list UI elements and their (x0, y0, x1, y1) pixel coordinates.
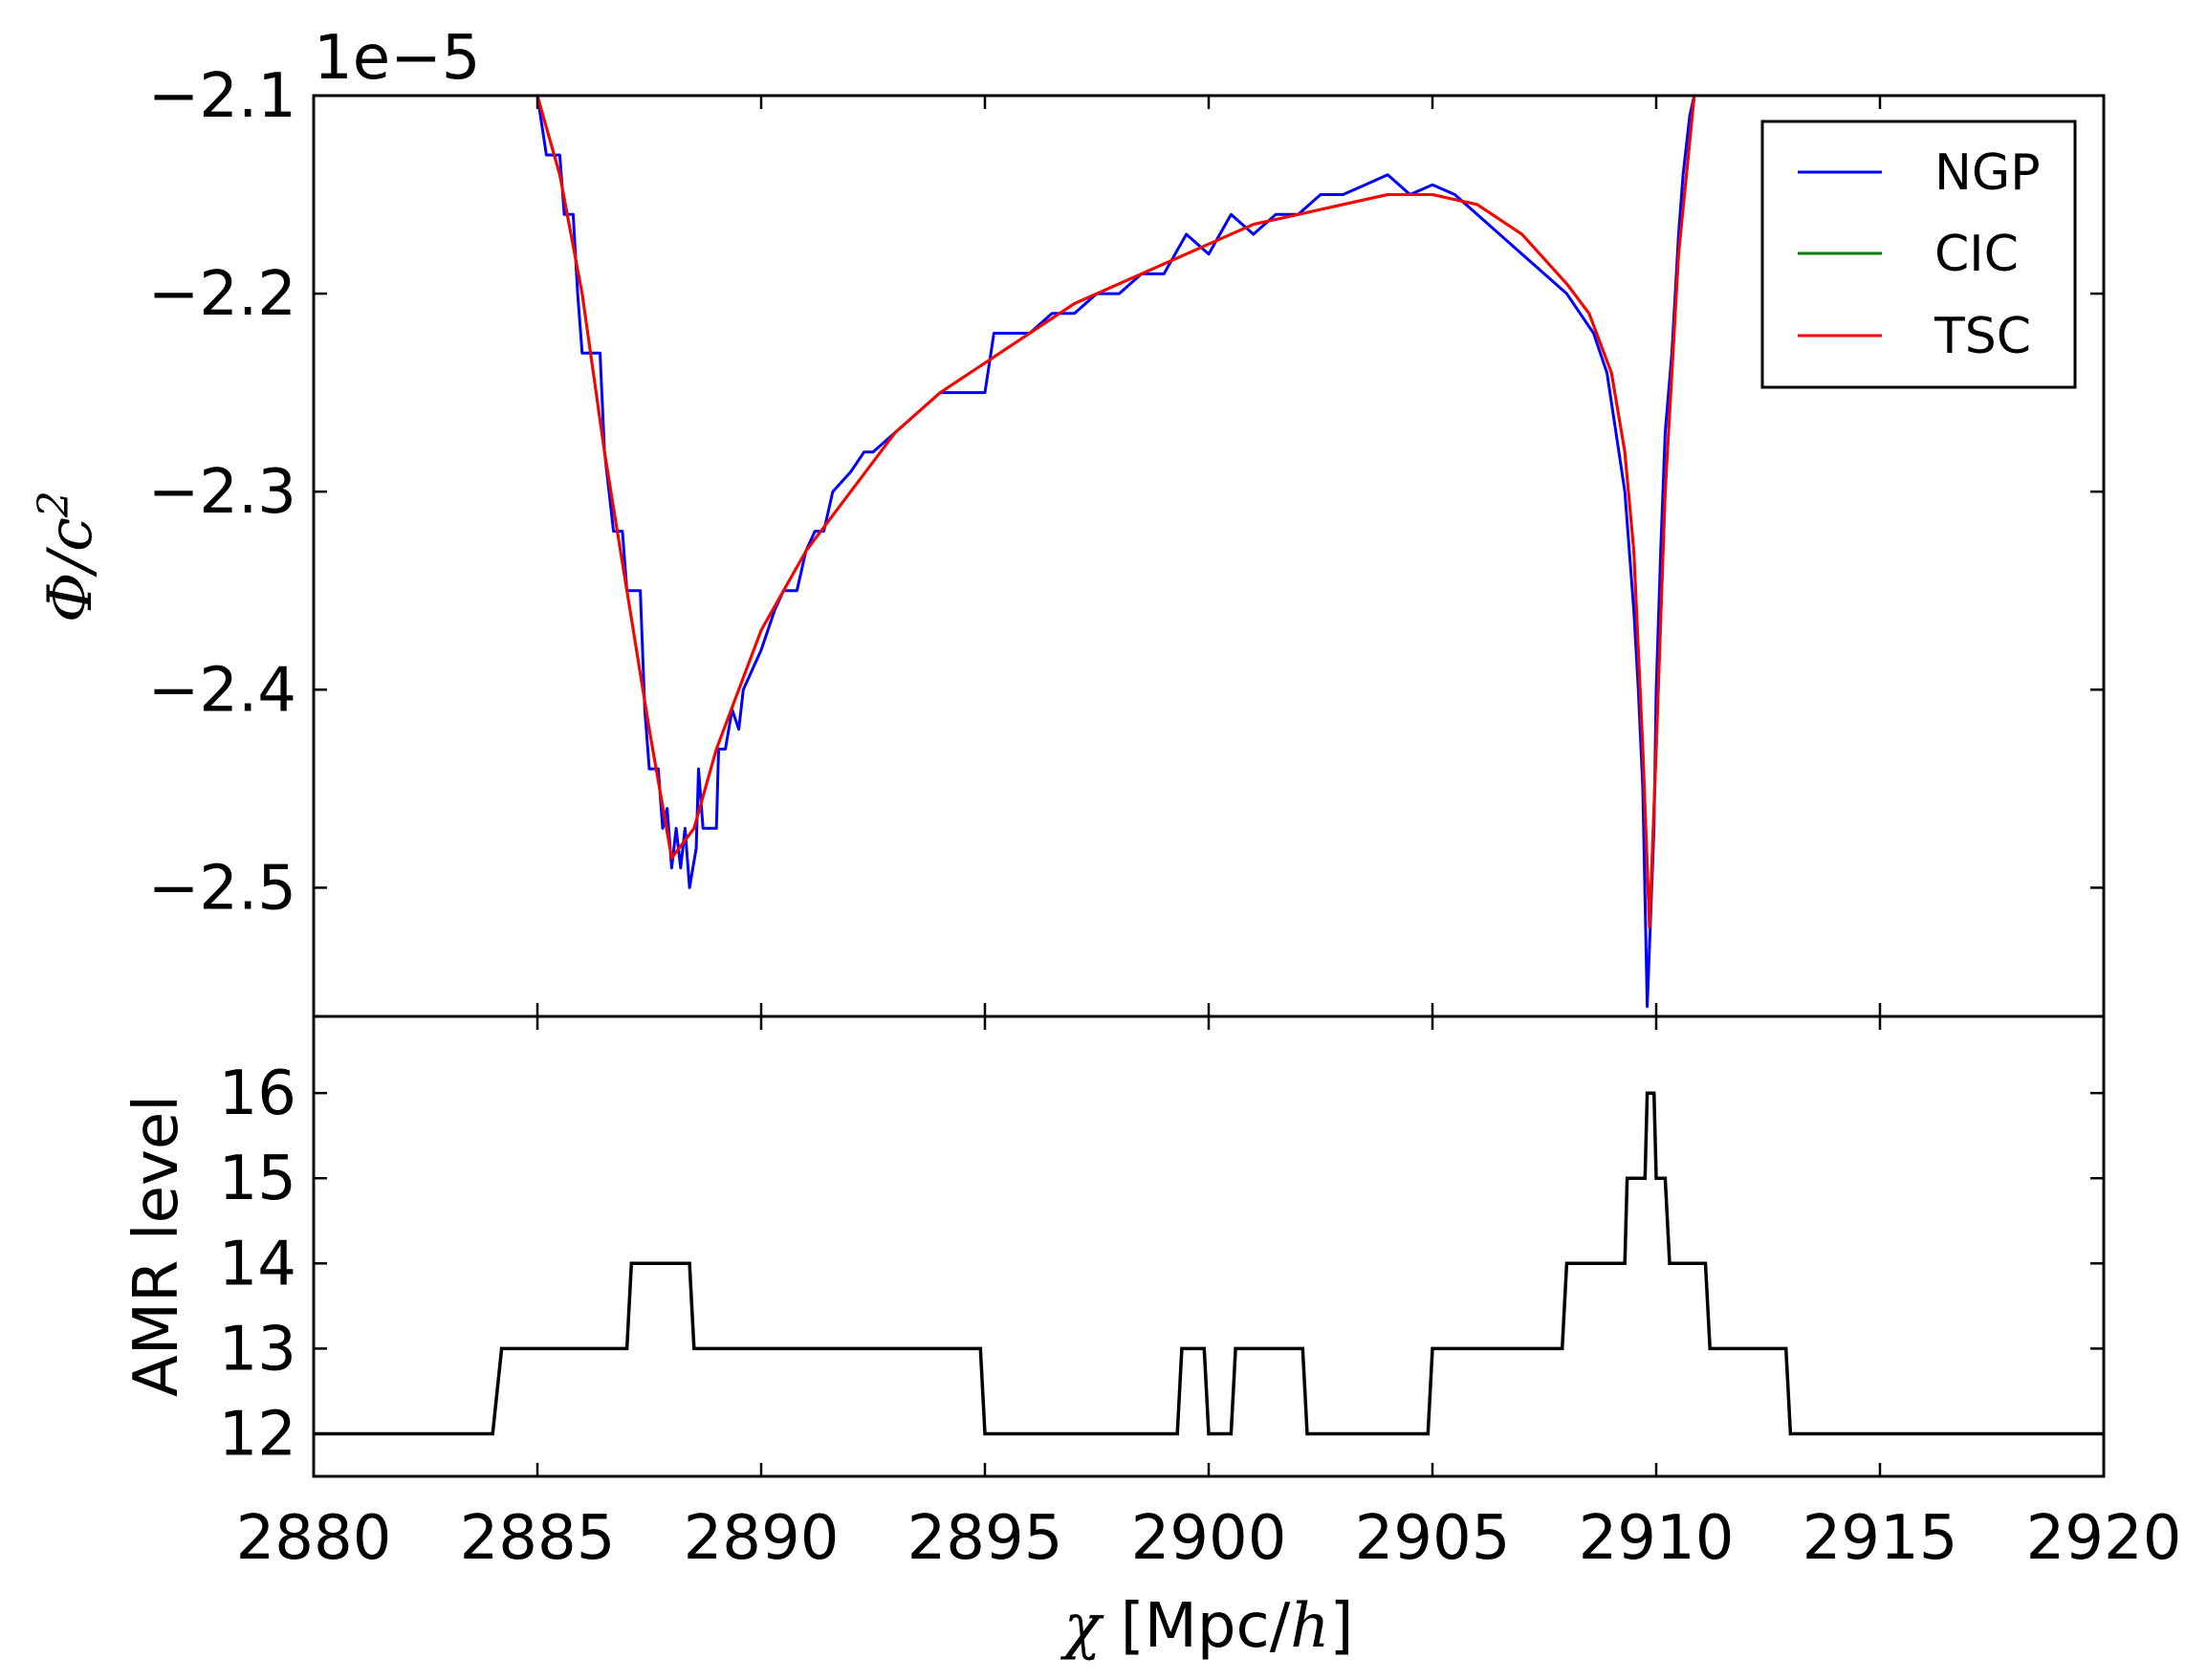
x-tick-label: 2890 (684, 1503, 840, 1574)
x-tick-label: 2885 (460, 1503, 616, 1574)
phi-symbol: Φ (35, 572, 106, 622)
x-tick-label: 2920 (2026, 1503, 2182, 1574)
legend-label-ngp: NGP (1934, 144, 2041, 202)
x-unit-open: [Mpc/ (1101, 1591, 1290, 1662)
x-tick-label: 2895 (907, 1503, 1063, 1574)
series-line-tsc (535, 96, 1696, 929)
exponent-2: 2 (30, 491, 78, 518)
potential-series-group (535, 96, 1696, 1009)
amr-y-ticks: 12 13 14 15 16 (219, 1058, 2104, 1470)
top-y-tick-label: −2.4 (148, 655, 296, 726)
chi-symbol: χ (1060, 1591, 1104, 1662)
top-y-tick-label: −2.1 (148, 61, 296, 132)
x-tick-label: 2880 (236, 1503, 392, 1574)
potential-y-ticks: −2.5 −2.4 −2.3 −2.2 −2.1 (148, 61, 2104, 924)
x-axis-title: χ [Mpc/h] (1060, 1591, 1354, 1662)
x-unit-close: ] (1329, 1591, 1353, 1662)
amr-y-tick-label: 14 (219, 1229, 296, 1299)
h-symbol: h (1290, 1591, 1329, 1662)
slash-symbol: / (35, 546, 106, 578)
legend: NGP CIC TSC (1760, 120, 2077, 389)
amr-y-axis-title: AMR level (121, 1095, 192, 1397)
x-tick-label: 2900 (1131, 1503, 1287, 1574)
top-y-tick-label: −2.5 (148, 853, 296, 924)
legend-label-cic: CIC (1934, 226, 2019, 283)
top-y-tick-label: −2.3 (148, 457, 296, 528)
legend-label-tsc: TSC (1934, 308, 2031, 365)
amr-panel: 2880 2885 2890 2895 2900 2905 2910 2915 2920 121… (121, 1015, 2182, 1662)
y-offset-label: 1e−5 (314, 23, 480, 94)
potential-x-ticks (312, 96, 2106, 1016)
c-symbol: c (35, 517, 106, 552)
amr-y-tick-label: 15 (219, 1144, 296, 1214)
amr-y-tick-label: 16 (219, 1058, 296, 1129)
x-tick-label: 2905 (1355, 1503, 1511, 1574)
amr-y-tick-label: 12 (219, 1399, 296, 1470)
amr-level-line (314, 1091, 2104, 1436)
amr-x-ticks: 2880 2885 2890 2895 2900 2905 2910 2915 2920 (236, 1016, 2182, 1574)
potential-y-axis-title: Φ/c2 (30, 491, 106, 622)
potential-panel: −2.5 −2.4 −2.3 −2.2 −2.1 1e−5 Φ/c2 NGP CIC T… (30, 23, 2106, 1018)
amr-y-tick-label: 13 (219, 1314, 296, 1385)
amr-series-group (314, 1091, 2104, 1436)
top-y-tick-label: −2.2 (148, 259, 296, 330)
x-tick-label: 2915 (1803, 1503, 1958, 1574)
x-tick-label: 2910 (1579, 1503, 1735, 1574)
